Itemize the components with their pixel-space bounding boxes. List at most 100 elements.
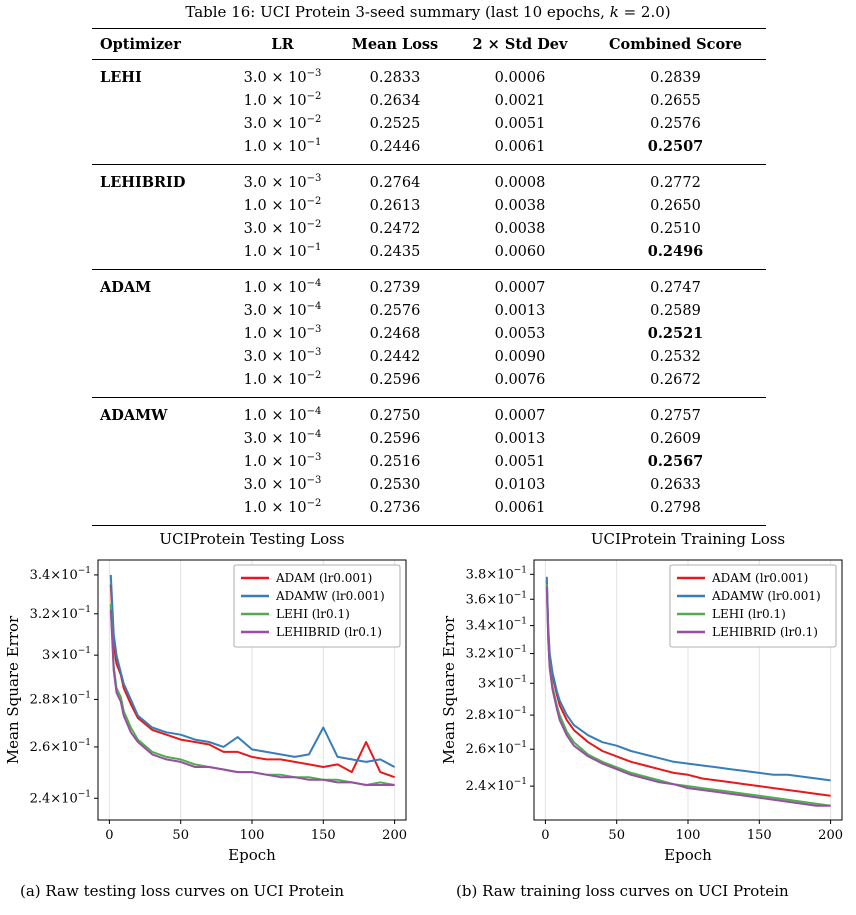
lr-cell: 1.0 × 10−2 xyxy=(230,368,335,398)
optimizer-cell xyxy=(92,427,230,450)
header-optimizer: Optimizer xyxy=(100,35,181,53)
y-tick-mantissa: 2.4×10 xyxy=(466,779,514,794)
y-tick-mantissa: 3.4×10 xyxy=(466,619,514,634)
std-dev-cell: 0.0013 xyxy=(494,430,546,447)
lr-exponent: −4 xyxy=(306,405,322,417)
y-tick-exponent: −1 xyxy=(514,590,527,600)
optimizer-cell xyxy=(92,240,230,270)
mean-loss-cell: 0.2613 xyxy=(369,197,421,214)
lr-cell: 3.0 × 10−3 xyxy=(230,473,335,496)
y-tick-label: 3.6×10−1 xyxy=(466,590,527,607)
y-tick-exponent: −1 xyxy=(514,565,527,575)
chart-title: UCIProtein Testing Loss xyxy=(159,530,344,548)
combined-score-cell: 0.2650 xyxy=(650,197,701,214)
table-row: LEHI 3.0 × 10−3 0.2833 0.0006 0.2839 xyxy=(92,60,766,90)
y-tick-label: 2.6×10−1 xyxy=(30,738,91,755)
legend-label: LEHIBRID (lr0.1) xyxy=(712,625,818,639)
lr-mantissa: 1.0 × 10 xyxy=(243,325,307,342)
lr-mantissa: 3.0 × 10 xyxy=(243,430,307,447)
y-tick-label: 3×10−1 xyxy=(42,646,91,663)
combined-score-cell: 0.2589 xyxy=(650,302,701,319)
optimizer-cell: LEHIBRID xyxy=(100,174,186,191)
y-tick-label: 3.4×10−1 xyxy=(466,617,527,634)
caption-k-symbol: k xyxy=(609,3,619,21)
mean-loss-cell: 0.2739 xyxy=(369,279,421,296)
optimizer-cell: ADAM xyxy=(100,279,152,296)
combined-score-cell: 0.2757 xyxy=(650,407,701,424)
optimizer-cell xyxy=(92,217,230,240)
y-axis-label: Mean Square Error xyxy=(440,615,458,764)
header-lr: LR xyxy=(271,35,294,53)
table-row: 3.0 × 10−3 0.2442 0.0090 0.2532 xyxy=(92,345,766,368)
x-tick-label: 0 xyxy=(541,828,549,843)
y-tick-exponent: −1 xyxy=(78,646,91,656)
mean-loss-cell: 0.2576 xyxy=(369,302,421,319)
combined-score-cell: 0.2633 xyxy=(650,476,701,493)
series-line xyxy=(109,609,395,786)
table-row: 3.0 × 10−4 0.2596 0.0013 0.2609 xyxy=(92,427,766,450)
table-caption: Table 16: UCI Protein 3-seed summary (la… xyxy=(0,3,856,21)
results-table: Optimizer LR Mean Loss 2 × Std Dev Combi… xyxy=(92,28,766,526)
mean-loss-cell: 0.2596 xyxy=(369,430,421,447)
optimizer-cell: LEHI xyxy=(100,69,142,86)
x-tick-label: 200 xyxy=(382,828,407,843)
caption-text-end: = 2.0) xyxy=(618,3,671,21)
lr-mantissa: 1.0 × 10 xyxy=(243,499,307,516)
y-tick-mantissa: 2.8×10 xyxy=(30,692,78,707)
std-dev-cell: 0.0021 xyxy=(494,92,546,109)
mean-loss-cell: 0.2442 xyxy=(369,348,421,365)
series-line xyxy=(545,586,831,807)
training-loss-chart: UCIProtein Training Loss 0 50 100 150 200 2.4×… xyxy=(440,530,843,864)
optimizer-cell xyxy=(92,112,230,135)
subfigure-caption-a: (a) Raw testing loss curves on UCI Prote… xyxy=(20,882,345,900)
y-tick-label: 3.8×10−1 xyxy=(466,565,527,582)
y-tick-exponent: −1 xyxy=(78,605,91,615)
lr-mantissa: 1.0 × 10 xyxy=(243,371,307,388)
lr-exponent: −1 xyxy=(306,241,322,253)
subfigure-caption-b: (b) Raw training loss curves on UCI Prot… xyxy=(456,882,789,900)
y-tick-label: 2.4×10−1 xyxy=(466,777,527,794)
x-tick-label: 100 xyxy=(676,828,701,843)
std-dev-cell: 0.0061 xyxy=(494,499,546,516)
table-group: LEHI 3.0 × 10−3 0.2833 0.0006 0.2839 1.0 × 10… xyxy=(92,60,766,165)
x-tick-label: 200 xyxy=(818,828,843,843)
lr-exponent: −2 xyxy=(306,218,322,230)
caption-text: Table 16: UCI Protein 3-seed summary (la… xyxy=(185,3,610,21)
mean-loss-cell: 0.2530 xyxy=(369,476,421,493)
std-dev-cell: 0.0076 xyxy=(494,371,546,388)
lr-mantissa: 3.0 × 10 xyxy=(243,174,307,191)
lr-exponent: −3 xyxy=(306,346,322,358)
mean-loss-cell: 0.2750 xyxy=(369,407,421,424)
lr-exponent: −2 xyxy=(306,195,322,207)
mean-loss-cell: 0.2634 xyxy=(369,92,421,109)
y-tick-mantissa: 3.2×10 xyxy=(466,647,514,662)
optimizer-cell xyxy=(92,135,230,165)
legend-label: LEHIBRID (lr0.1) xyxy=(276,625,382,639)
optimizer-cell xyxy=(92,368,230,398)
y-tick-mantissa: 3×10 xyxy=(42,648,78,663)
combined-score-cell: 0.2532 xyxy=(650,348,701,365)
lr-mantissa: 3.0 × 10 xyxy=(243,220,307,237)
table-row: ADAMW 1.0 × 10−4 0.2750 0.0007 0.2757 xyxy=(92,398,766,428)
lr-exponent: −3 xyxy=(306,323,322,335)
optimizer-cell xyxy=(92,473,230,496)
std-dev-cell: 0.0060 xyxy=(494,243,546,260)
table-row: 1.0 × 10−2 0.2613 0.0038 0.2650 xyxy=(92,194,766,217)
lr-mantissa: 1.0 × 10 xyxy=(243,453,307,470)
lr-cell: 1.0 × 10−1 xyxy=(230,135,335,165)
y-tick-mantissa: 3.2×10 xyxy=(30,607,78,622)
table-row: 3.0 × 10−4 0.2576 0.0013 0.2589 xyxy=(92,299,766,322)
legend-label: ADAMW (lr0.001) xyxy=(275,589,385,603)
std-dev-cell: 0.0006 xyxy=(494,69,546,86)
lr-cell: 3.0 × 10−3 xyxy=(230,345,335,368)
table-row: 1.0 × 10−3 0.2468 0.0053 0.2521 xyxy=(92,322,766,345)
legend-label: ADAM (lr0.001) xyxy=(711,571,808,585)
std-dev-cell: 0.0090 xyxy=(494,348,546,365)
lr-cell: 1.0 × 10−3 xyxy=(230,322,335,345)
y-tick-exponent: −1 xyxy=(514,674,527,684)
std-dev-cell: 0.0038 xyxy=(494,197,546,214)
lr-cell: 1.0 × 10−4 xyxy=(230,270,335,300)
x-tick-label: 150 xyxy=(311,828,336,843)
lr-exponent: −3 xyxy=(306,172,322,184)
table-row: ADAM 1.0 × 10−4 0.2739 0.0007 0.2747 xyxy=(92,270,766,300)
